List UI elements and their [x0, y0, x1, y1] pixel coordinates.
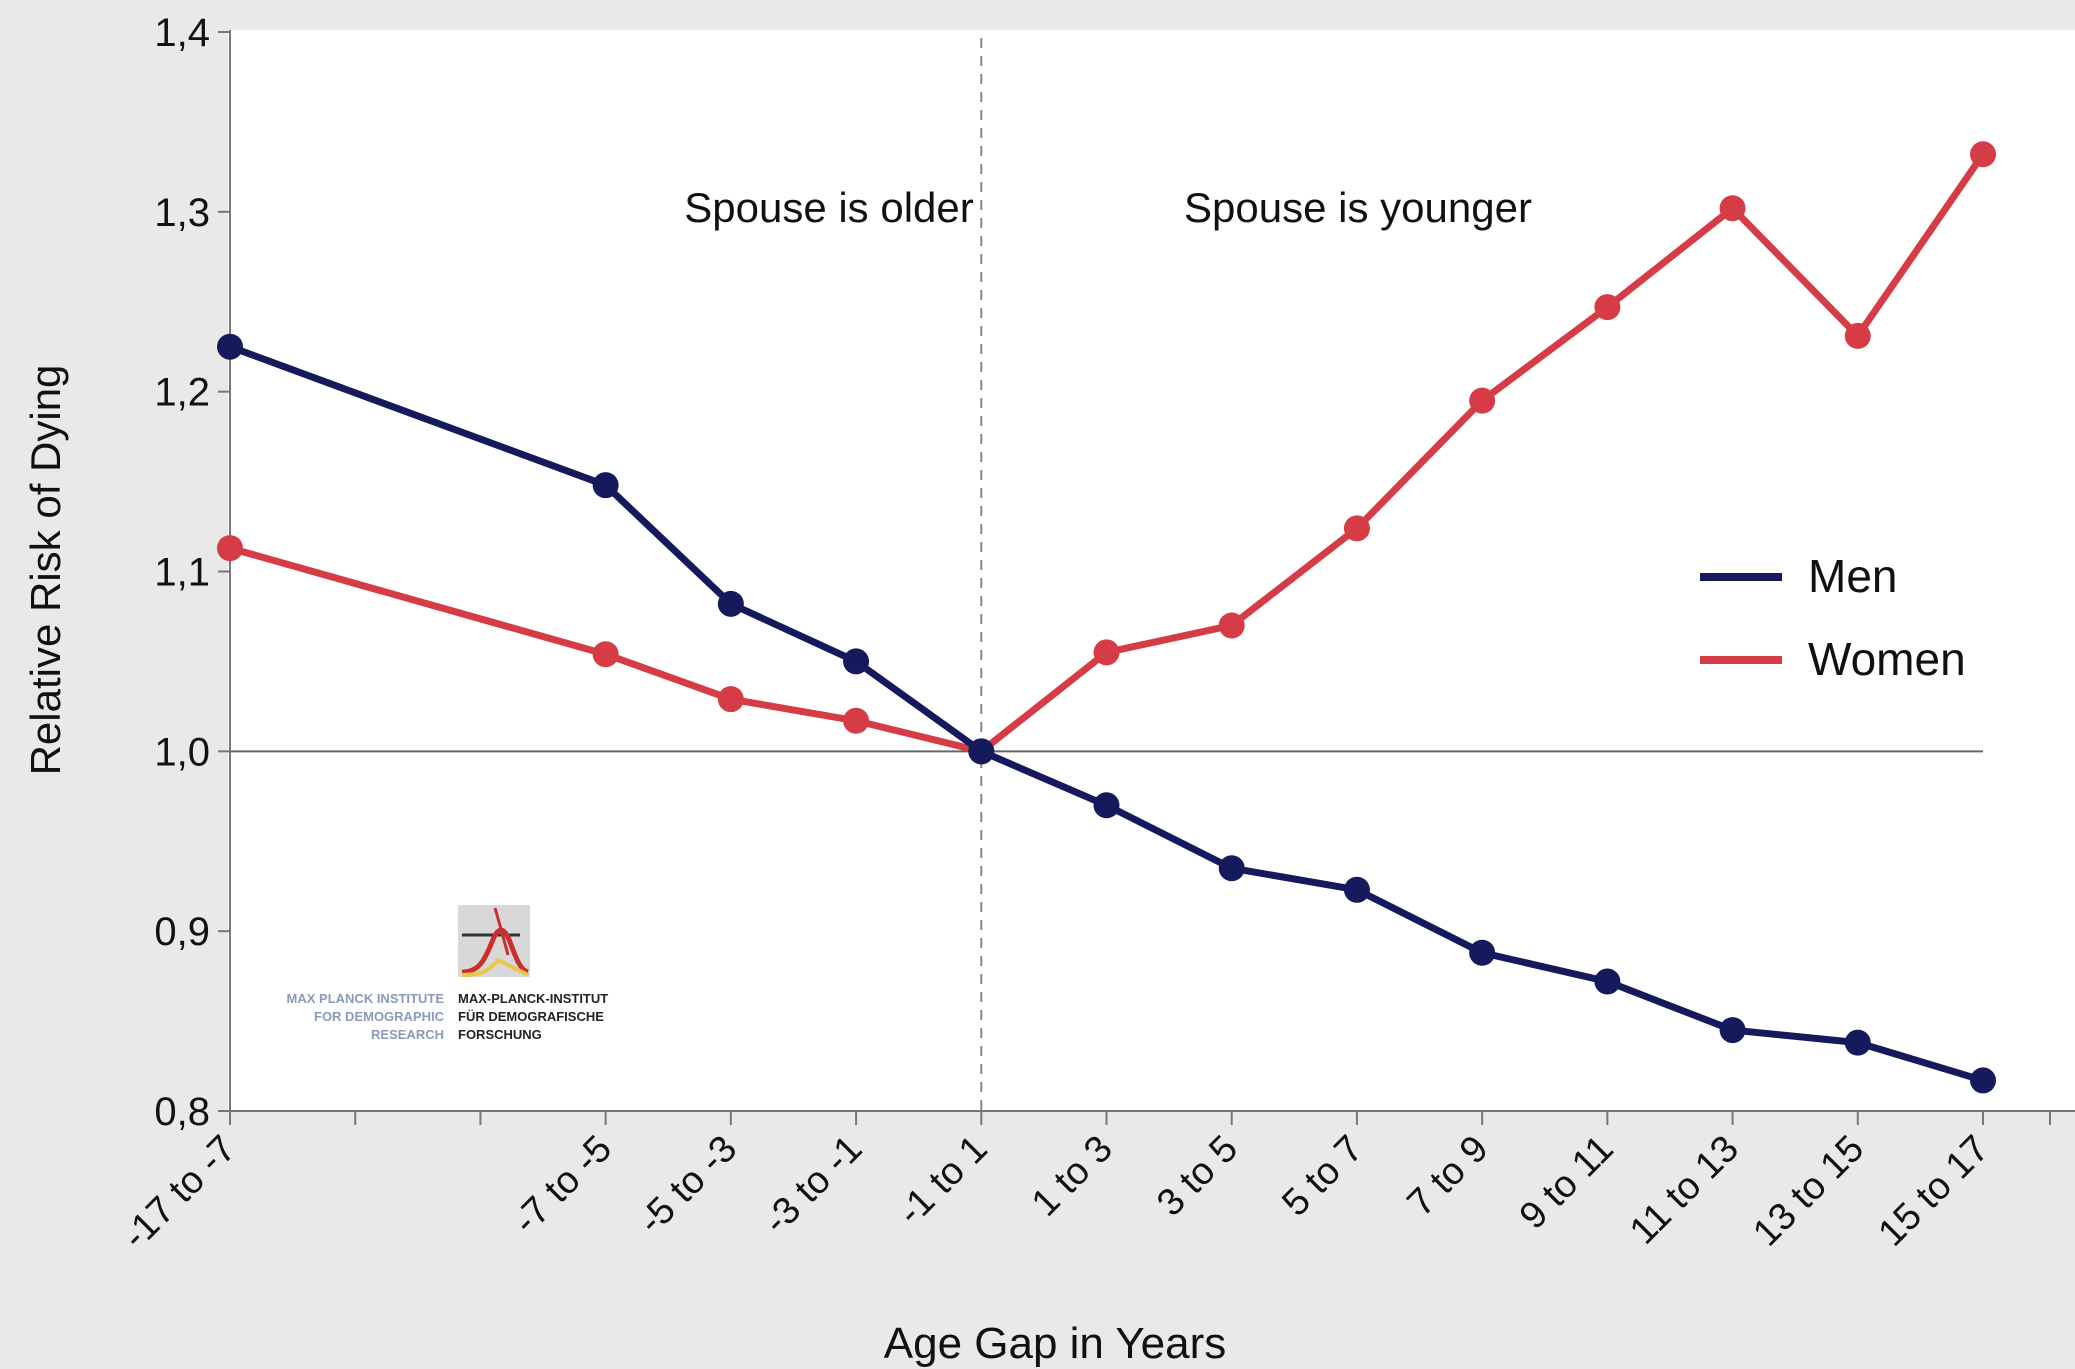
- y-tick-label: 1,0: [154, 730, 210, 774]
- annotations: Spouse is older Spouse is younger: [684, 184, 1532, 231]
- data-point-women: [217, 535, 243, 562]
- data-point-men: [1343, 876, 1370, 903]
- y-tick-label: 1,3: [154, 191, 210, 235]
- data-point-men: [1218, 855, 1245, 882]
- y-tick-label: 0,9: [154, 910, 210, 954]
- x-tick-label: -7 to -5: [505, 1128, 620, 1243]
- x-tick-label: 3 to 5: [1149, 1128, 1246, 1225]
- series-men: [217, 333, 1996, 1094]
- data-point-men: [592, 472, 619, 499]
- data-point-men: [1970, 1067, 1996, 1094]
- x-tick-label: -3 to -1: [756, 1128, 871, 1243]
- data-point-women: [843, 707, 870, 734]
- logo-text-de-2: FÜR DEMOGRAFISCHE: [458, 1009, 604, 1024]
- x-tick-label: -1 to 1: [890, 1128, 996, 1234]
- legend: Men Women: [1700, 550, 1966, 685]
- data-point-women: [1594, 294, 1621, 321]
- x-tick-label: 11 to 13: [1622, 1128, 1747, 1253]
- y-tick-label: 0,8: [154, 1090, 210, 1134]
- y-tick-label: 1,4: [154, 11, 210, 55]
- legend-label-women: Women: [1808, 633, 1966, 685]
- series-women: [217, 141, 1996, 765]
- data-point-women: [1719, 195, 1746, 222]
- data-point-women: [1844, 322, 1871, 349]
- max-planck-logo: MAX PLANCK INSTITUTE FOR DEMOGRAPHIC RES…: [287, 905, 608, 1042]
- y-tick-label: 1,2: [154, 371, 210, 415]
- data-point-men: [717, 590, 744, 617]
- x-tick-label: 9 to 11: [1512, 1128, 1622, 1238]
- logo-text-de-3: FORSCHUNG: [458, 1027, 542, 1042]
- logo-text-de-1: MAX-PLANCK-INSTITUT: [458, 991, 608, 1006]
- data-point-men: [217, 333, 243, 360]
- series: [217, 141, 1996, 1094]
- x-axis-title: Age Gap in Years: [884, 1319, 1226, 1368]
- x-tick-label: 13 to 15: [1745, 1128, 1872, 1255]
- x-tick-label: 7 to 9: [1400, 1128, 1497, 1225]
- data-point-men: [1594, 968, 1621, 995]
- x-tick-label: 1 to 3: [1024, 1128, 1121, 1225]
- data-point-women: [1469, 387, 1496, 414]
- logo-mark-spike: [493, 907, 510, 956]
- data-point-women: [717, 686, 744, 713]
- x-tick-label: 5 to 7: [1274, 1128, 1371, 1225]
- data-point-women: [1343, 515, 1370, 542]
- logo-text-en-2: FOR DEMOGRAPHIC: [314, 1009, 445, 1024]
- data-point-men: [1093, 792, 1120, 819]
- x-tick-label: -17 to -7: [115, 1128, 245, 1258]
- y-tick-label: 1,1: [154, 551, 210, 595]
- logo-mark-curve-yellow: [461, 957, 529, 977]
- data-point-women: [592, 641, 619, 668]
- data-point-men: [1719, 1017, 1746, 1044]
- x-tick-label: -5 to -3: [630, 1128, 745, 1243]
- logo-text-en-1: MAX PLANCK INSTITUTE: [287, 991, 445, 1006]
- data-point-men: [1469, 939, 1496, 966]
- data-point-men: [1844, 1029, 1871, 1056]
- data-point-women: [1970, 141, 1996, 168]
- plot-area: [228, 30, 2075, 1110]
- data-point-men: [968, 738, 995, 765]
- legend-label-men: Men: [1808, 550, 1897, 602]
- reference-lines: [230, 38, 1983, 1111]
- data-point-women: [1218, 612, 1245, 639]
- data-point-men: [843, 648, 870, 675]
- annotation-spouse-younger: Spouse is younger: [1184, 184, 1532, 231]
- data-point-women: [1093, 639, 1120, 666]
- y-axis-title: Relative Risk of Dying: [22, 365, 69, 776]
- x-tick-label: 15 to 17: [1871, 1128, 1998, 1255]
- annotation-spouse-older: Spouse is older: [684, 184, 974, 231]
- logo-text-en-3: RESEARCH: [371, 1027, 444, 1042]
